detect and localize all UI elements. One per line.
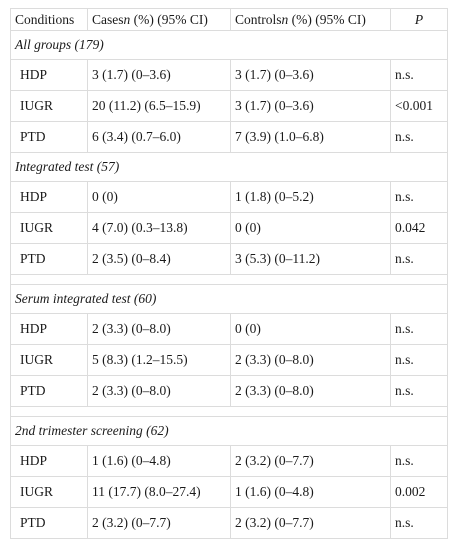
condition-cell: HDP [10,59,88,91]
controls-cell: 3 (1.7) (0–3.6) [230,59,391,91]
p-value-cell: n.s. [390,181,448,213]
controls-cell: 2 (3.3) (0–8.0) [230,344,391,376]
group-title-row: All groups (179) [10,30,448,60]
condition-cell: PTD [10,121,88,153]
cases-cell: 0 (0) [87,181,231,213]
table-row: PTD 2 (3.3) (0–8.0) 2 (3.3) (0–8.0) n.s. [10,375,448,407]
condition-cell: IUGR [10,476,88,508]
header-p-value: P [390,8,448,31]
cases-cell: 11 (17.7) (8.0–27.4) [87,476,231,508]
header-conditions: Conditions [10,8,88,31]
cases-cell: 4 (7.0) (0.3–13.8) [87,212,231,244]
cases-cell: 1 (1.6) (0–4.8) [87,445,231,477]
controls-cell: 0 (0) [230,313,391,345]
p-value-cell: <0.001 [390,90,448,122]
p-value-cell: 0.042 [390,212,448,244]
cases-cell: 2 (3.5) (0–8.4) [87,243,231,275]
group-title-row: 2nd trimester screening (62) [10,416,448,446]
p-value-cell: n.s. [390,59,448,91]
table-row: IUGR 5 (8.3) (1.2–15.5) 2 (3.3) (0–8.0) … [10,344,448,376]
cases-cell: 3 (1.7) (0–3.6) [87,59,231,91]
table-row: PTD 6 (3.4) (0.7–6.0) 7 (3.9) (1.0–6.8) … [10,121,448,153]
condition-cell: HDP [10,181,88,213]
table-row: HDP 1 (1.6) (0–4.8) 2 (3.2) (0–7.7) n.s. [10,445,448,477]
controls-cell: 2 (3.2) (0–7.7) [230,445,391,477]
table-row: IUGR 11 (17.7) (8.0–27.4) 1 (1.6) (0–4.8… [10,476,448,508]
condition-cell: PTD [10,507,88,539]
spacer-cell [10,406,448,417]
table-row: IUGR 4 (7.0) (0.3–13.8) 0 (0) 0.042 [10,212,448,244]
cases-cell: 2 (3.3) (0–8.0) [87,375,231,407]
spacer-row [10,406,448,417]
results-table: Conditions Casesn (%) (95% CI) Controlsn… [10,8,448,539]
condition-cell: HDP [10,313,88,345]
controls-cell: 2 (3.2) (0–7.7) [230,507,391,539]
cases-cell: 2 (3.2) (0–7.7) [87,507,231,539]
table-row: PTD 2 (3.5) (0–8.4) 3 (5.3) (0–11.2) n.s… [10,243,448,275]
p-value-cell: n.s. [390,344,448,376]
controls-cell: 3 (1.7) (0–3.6) [230,90,391,122]
condition-cell: HDP [10,445,88,477]
table-row: HDP 2 (3.3) (0–8.0) 0 (0) n.s. [10,313,448,345]
table-row: PTD 2 (3.2) (0–7.7) 2 (3.2) (0–7.7) n.s. [10,507,448,539]
controls-cell: 1 (1.6) (0–4.8) [230,476,391,508]
controls-cell: 2 (3.3) (0–8.0) [230,375,391,407]
controls-cell: 1 (1.8) (0–5.2) [230,181,391,213]
group-title: All groups (179) [10,30,448,60]
cases-cell: 6 (3.4) (0.7–6.0) [87,121,231,153]
p-value-cell: n.s. [390,507,448,539]
controls-cell: 7 (3.9) (1.0–6.8) [230,121,391,153]
group-title: Integrated test (57) [10,152,448,182]
condition-cell: IUGR [10,344,88,376]
cases-cell: 20 (11.2) (6.5–15.9) [87,90,231,122]
condition-cell: IUGR [10,212,88,244]
group-title-row: Integrated test (57) [10,152,448,182]
header-controls: Controlsn (%) (95% CI) [230,8,391,31]
spacer-cell [10,274,448,285]
p-value-cell: n.s. [390,121,448,153]
group-title: Serum integrated test (60) [10,284,448,314]
condition-cell: PTD [10,375,88,407]
header-cases: Casesn (%) (95% CI) [87,8,231,31]
p-value-cell: n.s. [390,313,448,345]
cases-cell: 5 (8.3) (1.2–15.5) [87,344,231,376]
condition-cell: PTD [10,243,88,275]
table-row: IUGR 20 (11.2) (6.5–15.9) 3 (1.7) (0–3.6… [10,90,448,122]
controls-cell: 3 (5.3) (0–11.2) [230,243,391,275]
p-value-cell: n.s. [390,243,448,275]
cases-cell: 2 (3.3) (0–8.0) [87,313,231,345]
p-value-cell: n.s. [390,375,448,407]
table-row: HDP 0 (0) 1 (1.8) (0–5.2) n.s. [10,181,448,213]
p-value-cell: n.s. [390,445,448,477]
p-value-cell: 0.002 [390,476,448,508]
header-row: Conditions Casesn (%) (95% CI) Controlsn… [10,8,448,31]
table-row: HDP 3 (1.7) (0–3.6) 3 (1.7) (0–3.6) n.s. [10,59,448,91]
spacer-row [10,274,448,285]
condition-cell: IUGR [10,90,88,122]
group-title: 2nd trimester screening (62) [10,416,448,446]
group-title-row: Serum integrated test (60) [10,284,448,314]
controls-cell: 0 (0) [230,212,391,244]
